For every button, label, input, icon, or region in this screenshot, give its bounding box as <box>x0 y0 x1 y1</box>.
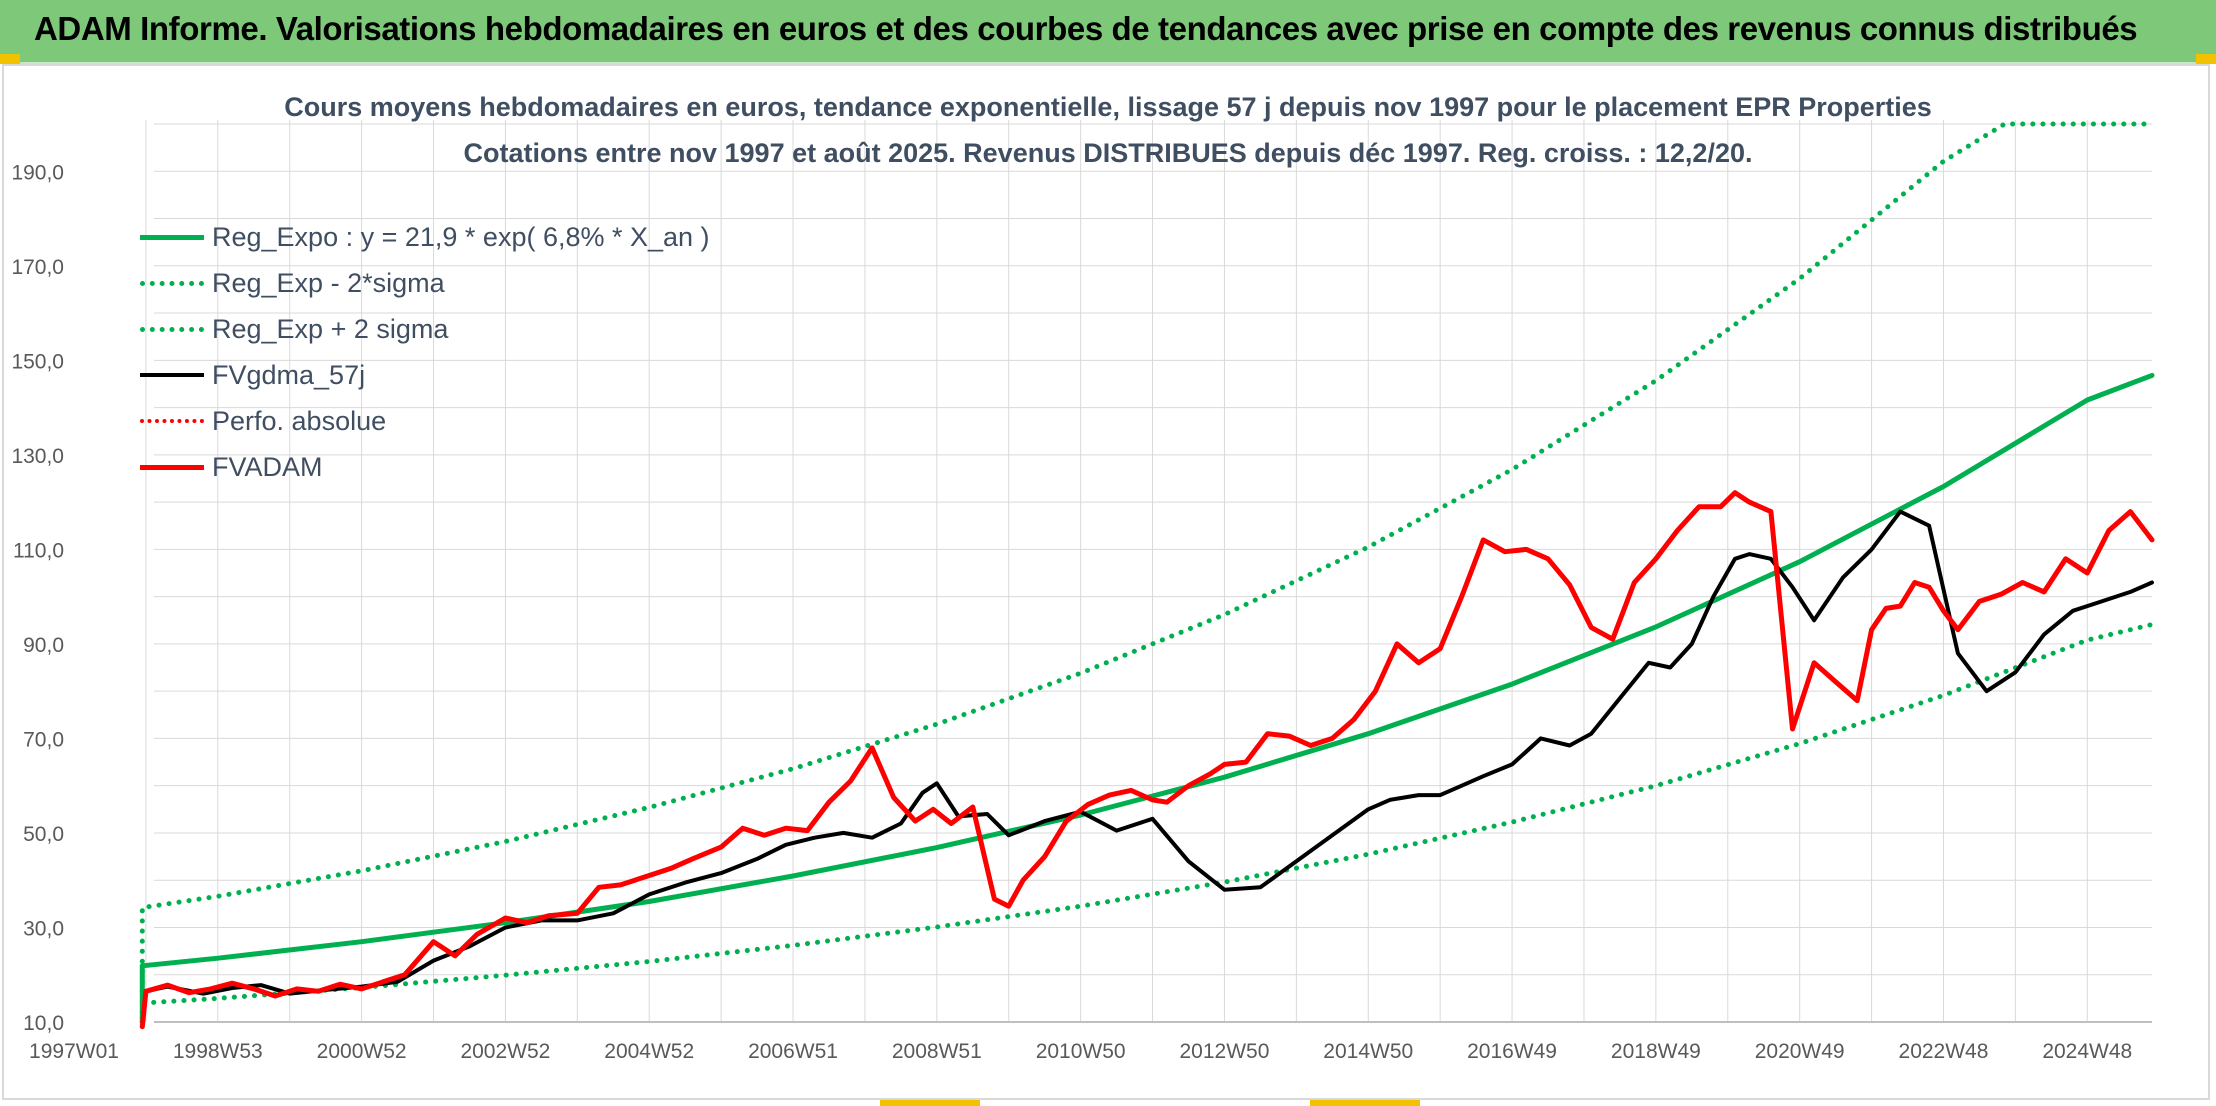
y-tick-label: 190,0 <box>11 161 64 184</box>
series-line-1 <box>139 622 2155 1025</box>
x-tick-label: 2016W49 <box>1467 1040 1557 1063</box>
y-tick-label: 10,0 <box>23 1012 64 1035</box>
legend-item: Perfo. absolue <box>140 398 710 444</box>
x-tick-label: 1997W01 <box>29 1040 119 1063</box>
header-corner-right <box>2196 54 2216 64</box>
report-header-bar: ADAM Informe. Valorisations hebdomadaire… <box>0 0 2216 64</box>
series-line-5 <box>139 490 2155 1030</box>
chart-title: Cours moyens hebdomadaires en euros, ten… <box>284 92 1932 122</box>
legend-swatch <box>140 326 204 332</box>
x-tick-label: 2020W49 <box>1755 1040 1845 1063</box>
series-line-0 <box>139 372 2155 1025</box>
bottom-accent <box>1310 1100 1420 1106</box>
legend-swatch <box>140 373 204 377</box>
y-tick-label: 110,0 <box>13 539 64 562</box>
legend-label: FVADAM <box>212 451 323 482</box>
y-tick-label: 150,0 <box>11 350 64 373</box>
x-tick-label: 2000W52 <box>317 1040 407 1063</box>
legend-label: Reg_Exp + 2 sigma <box>212 313 449 344</box>
series-line-3 <box>143 509 2154 996</box>
legend-label: Reg_Exp - 2*sigma <box>212 267 445 298</box>
chart-subtitle: Cotations entre nov 1997 et août 2025. R… <box>463 138 1753 168</box>
y-tick-label: 30,0 <box>23 917 64 940</box>
header-corner-left <box>0 54 20 64</box>
legend-swatch <box>140 234 204 240</box>
legend-label: Reg_Expo : y = 21,9 * exp( 6,8% * X_an ) <box>212 221 710 252</box>
legend-item: Reg_Exp - 2*sigma <box>140 260 710 306</box>
x-tick-label: 2018W49 <box>1611 1040 1701 1063</box>
chart-frame <box>2 64 2210 1100</box>
y-tick-label: 50,0 <box>23 823 64 846</box>
x-tick-label: 2012W50 <box>1179 1040 1269 1063</box>
x-tick-label: 2024W48 <box>2042 1040 2132 1063</box>
x-tick-label: 2022W48 <box>1899 1040 1989 1063</box>
series-line-2 <box>139 121 2155 1025</box>
chart-legend: Reg_Expo : y = 21,9 * exp( 6,8% * X_an )… <box>140 214 710 490</box>
x-tick-label: 2008W51 <box>892 1040 982 1063</box>
x-tick-label: 2010W50 <box>1036 1040 1126 1063</box>
report-title: ADAM Informe. Valorisations hebdomadaire… <box>34 10 2138 47</box>
x-tick-label: 2002W52 <box>460 1040 550 1063</box>
x-tick-label: 2004W52 <box>604 1040 694 1063</box>
x-tick-label: 1998W53 <box>173 1040 263 1063</box>
legend-swatch <box>140 464 204 470</box>
legend-label: FVgdma_57j <box>212 359 366 390</box>
y-tick-label: 70,0 <box>23 728 64 751</box>
legend-item: FVADAM <box>140 444 710 490</box>
legend-swatch <box>140 419 204 423</box>
legend-label: Perfo. absolue <box>212 405 387 436</box>
bottom-accent <box>880 1100 980 1106</box>
y-tick-label: 90,0 <box>23 634 64 657</box>
legend-item: Reg_Expo : y = 21,9 * exp( 6,8% * X_an ) <box>140 214 710 260</box>
y-tick-label: 130,0 <box>11 445 64 468</box>
legend-swatch <box>140 280 204 286</box>
legend-item: FVgdma_57j <box>140 352 710 398</box>
y-tick-label: 170,0 <box>11 256 64 279</box>
legend-item: Reg_Exp + 2 sigma <box>140 306 710 352</box>
x-tick-label: 2006W51 <box>748 1040 838 1063</box>
x-tick-label: 2014W50 <box>1323 1040 1413 1063</box>
